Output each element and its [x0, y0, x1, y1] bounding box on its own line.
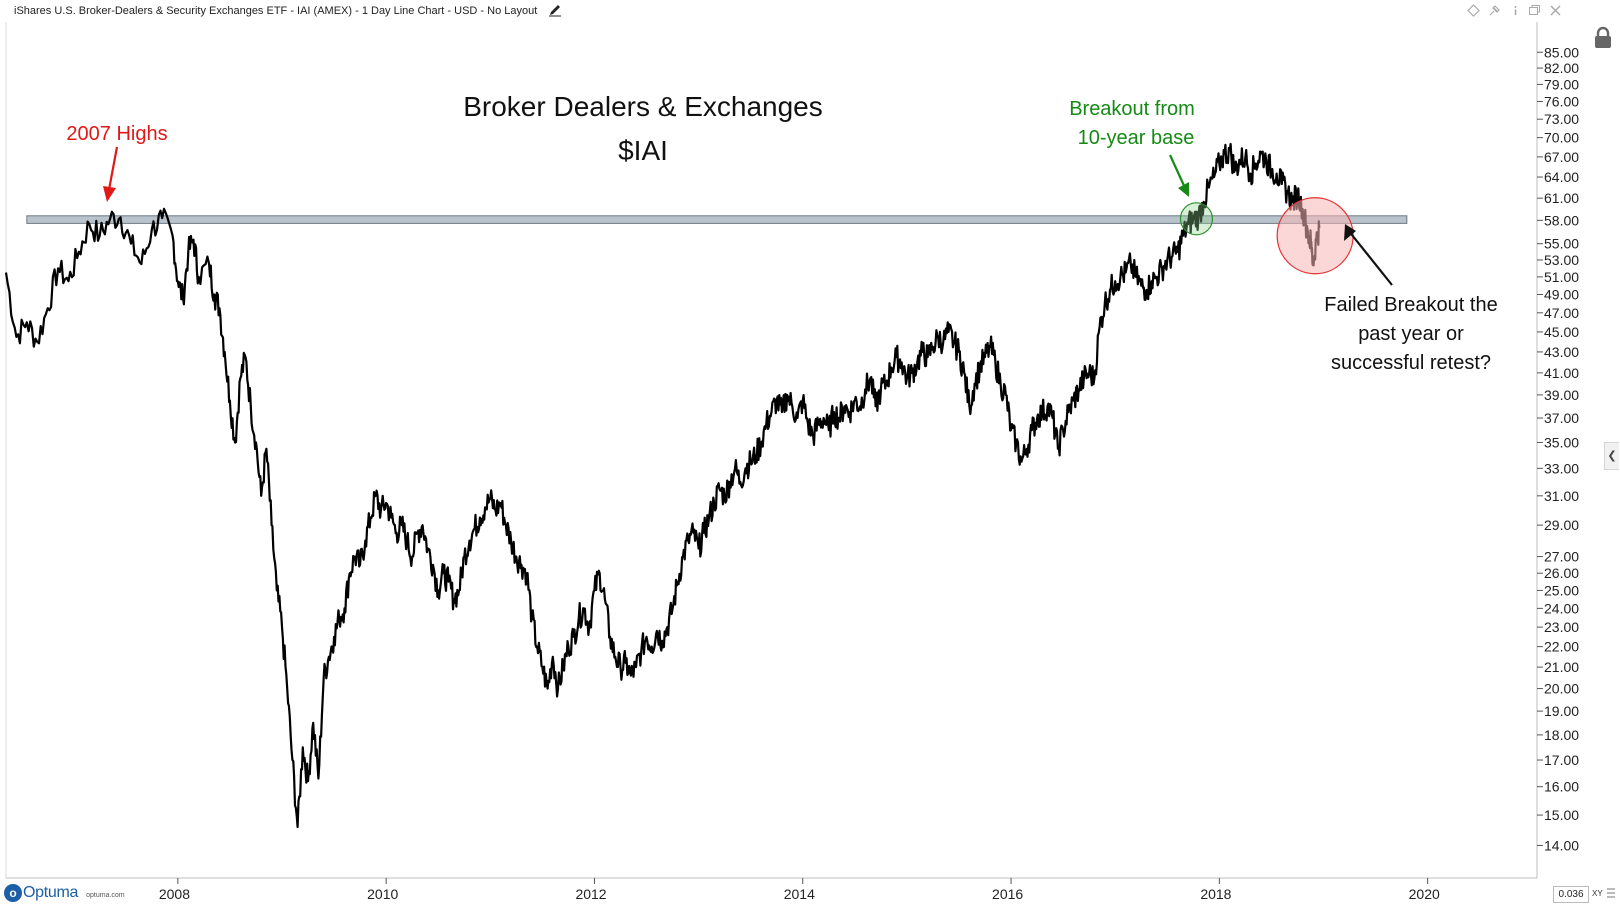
y-tick-label: 24.00 — [1544, 600, 1579, 616]
y-tick-label: 25.00 — [1544, 582, 1579, 598]
y-tick-label: 37.00 — [1544, 410, 1579, 426]
breakout-highlight-circle — [1179, 202, 1214, 236]
y-tick-label: 70.00 — [1544, 130, 1579, 146]
y-tick-label: 85.00 — [1544, 44, 1579, 60]
y-tick-label: 18.00 — [1544, 727, 1579, 743]
y-tick-label: 47.00 — [1544, 305, 1579, 321]
lock-icon[interactable] — [1591, 26, 1615, 50]
optuma-logo-text: Optuma — [23, 884, 79, 901]
close-icon[interactable] — [1549, 4, 1562, 17]
y-tick-label: 26.00 — [1544, 565, 1579, 581]
y-tick-label: 41.00 — [1544, 365, 1579, 381]
failed-arrow — [1347, 229, 1393, 286]
y-tick-label: 39.00 — [1544, 387, 1579, 403]
x-tick-label: 2018 — [1200, 886, 1231, 902]
x-tick-label: 2020 — [1409, 886, 1440, 902]
x-tick-label: 2014 — [784, 886, 815, 902]
breakout-annotation-line1: Breakout from — [1069, 98, 1195, 120]
info-icon[interactable] — [1509, 4, 1522, 17]
optuma-logo: o Optuma optuma.com — [4, 883, 125, 903]
y-tick-label: 19.00 — [1544, 703, 1579, 719]
breakout-arrow — [1168, 154, 1188, 191]
chart-title: Broker Dealers & Exchanges — [463, 91, 823, 122]
breakout-annotation-line2: 10-year base — [1078, 127, 1195, 149]
y-tick-label: 14.00 — [1544, 837, 1579, 853]
y-tick-label: 58.00 — [1544, 212, 1579, 228]
y-tick-label: 82.00 — [1544, 60, 1579, 76]
edit-pencil-icon[interactable] — [548, 3, 562, 17]
y-tick-label: 31.00 — [1544, 488, 1579, 504]
y-tick-label: 43.00 — [1544, 344, 1579, 360]
y-tick-label: 55.00 — [1544, 236, 1579, 252]
y-tick-label: 61.00 — [1544, 190, 1579, 206]
resize-grip-icon[interactable] — [1605, 886, 1617, 900]
x-axis: 2008 2010 2012 2014 2016 2018 2020 — [159, 878, 1440, 902]
y-tick-label: 29.00 — [1544, 517, 1579, 533]
x-tick-label: 2010 — [367, 886, 398, 902]
failed-annotation-line1: Failed Breakout the — [1324, 294, 1497, 316]
y-tick-label: 53.00 — [1544, 252, 1579, 268]
chart-header: iShares U.S. Broker-Dealers & Security E… — [0, 0, 1620, 22]
y-tick-label: 27.00 — [1544, 549, 1579, 565]
highs-annotation: 2007 Highs — [66, 123, 167, 145]
collapse-panel-chevron-icon[interactable]: ❮ — [1604, 442, 1619, 470]
y-tick-label: 33.00 — [1544, 460, 1579, 476]
y-tick-label: 15.00 — [1544, 807, 1579, 823]
failed-annotation-line3: successful retest? — [1331, 352, 1491, 374]
price-readout[interactable]: 0.036 — [1553, 886, 1589, 903]
y-tick-label: 67.00 — [1544, 149, 1579, 165]
failed-arrowhead — [1344, 224, 1356, 241]
optuma-logo-icon: o — [4, 884, 22, 902]
y-tick-label: 23.00 — [1544, 619, 1579, 635]
optuma-url: optuma.com — [86, 891, 125, 899]
y-tick-label: 20.00 — [1544, 681, 1579, 697]
y-tick-label: 17.00 — [1544, 752, 1579, 768]
failed-breakout-circle — [1276, 197, 1354, 275]
breakout-arrowhead — [1178, 182, 1189, 197]
series-line — [4, 142, 1321, 829]
diamond-icon[interactable] — [1467, 4, 1480, 17]
y-tick-label: 35.00 — [1544, 434, 1579, 450]
chart-window-title: iShares U.S. Broker-Dealers & Security E… — [14, 5, 538, 17]
y-tick-label: 76.00 — [1544, 93, 1579, 109]
y-tick-label: 49.00 — [1544, 286, 1579, 302]
plot-area — [4, 142, 1408, 829]
highs-arrowhead — [103, 186, 116, 202]
x-tick-label: 2016 — [992, 886, 1023, 902]
restore-icon[interactable] — [1528, 4, 1541, 17]
y-tick-label: 73.00 — [1544, 111, 1579, 127]
failed-annotation-line2: past year or — [1358, 323, 1464, 345]
resistance-band — [26, 215, 1408, 224]
xy-mode-label[interactable]: XY — [1592, 889, 1603, 898]
chart-subtitle: $IAI — [618, 135, 668, 166]
y-tick-label: 45.00 — [1544, 324, 1579, 340]
x-tick-label: 2008 — [159, 886, 190, 902]
y-tick-label: 22.00 — [1544, 639, 1579, 655]
y-tick-label: 51.00 — [1544, 269, 1579, 285]
y-tick-label: 79.00 — [1544, 76, 1579, 92]
y-tick-label: 64.00 — [1544, 169, 1579, 185]
y-tick-label: 16.00 — [1544, 779, 1579, 795]
x-tick-label: 2012 — [575, 886, 606, 902]
pin-icon[interactable] — [1488, 4, 1501, 17]
y-tick-label: 21.00 — [1544, 659, 1579, 675]
